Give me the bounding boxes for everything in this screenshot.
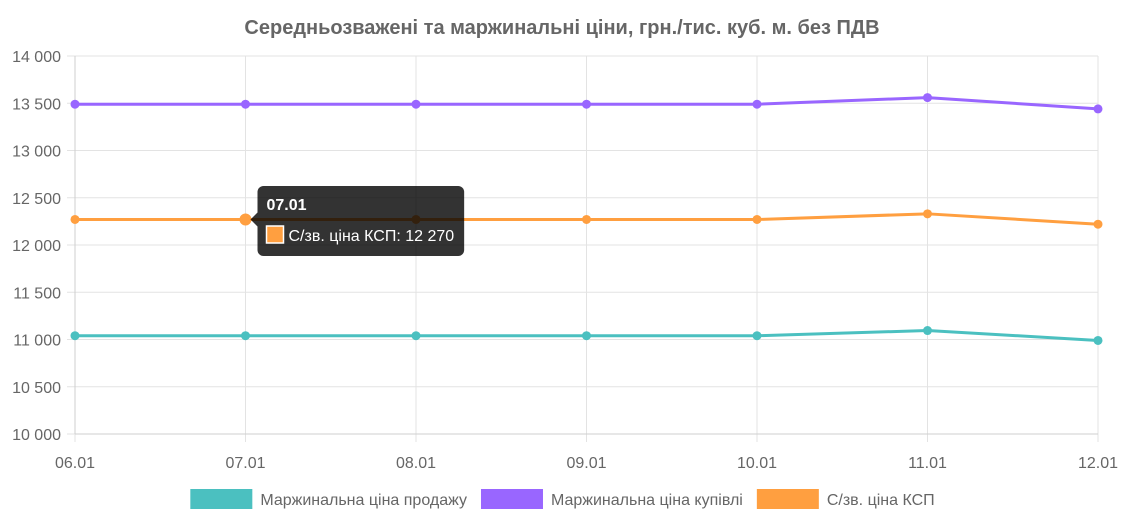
tooltip-swatch (265, 225, 285, 244)
data-point[interactable] (752, 214, 762, 224)
x-tick-label: 11.01 (908, 455, 947, 472)
data-point[interactable] (411, 99, 421, 109)
hovered-point[interactable] (239, 213, 252, 226)
data-point[interactable] (411, 331, 421, 341)
y-tick-label: 11 000 (13, 333, 61, 350)
data-point[interactable] (923, 93, 932, 103)
data-point[interactable] (582, 214, 591, 224)
legend-label: Маржинальна ціна купівлі (551, 492, 743, 509)
x-tick-label: 10.01 (737, 455, 777, 472)
y-axis: 10 000 10 500 11 000 11 500 12 000 12 500 13 0… (12, 49, 76, 444)
data-point[interactable] (1093, 104, 1103, 114)
data-point[interactable] (582, 331, 591, 341)
data-point[interactable] (1093, 219, 1103, 229)
tooltip-title: 07.01 (267, 197, 307, 214)
legend-item[interactable]: Маржинальна ціна купівлі (480, 489, 743, 509)
x-tick-label: 12.01 (1078, 455, 1118, 472)
legend-swatch (190, 489, 253, 509)
x-tick-label: 06.01 (55, 455, 95, 472)
series-1 (70, 93, 1103, 114)
x-tick-label: 09.01 (566, 455, 606, 472)
data-point[interactable] (1093, 335, 1103, 345)
y-tick-label: 12 500 (12, 191, 61, 208)
tooltip-box (257, 186, 465, 256)
chart-title: Середньозважені та маржинальні ціни, грн… (244, 17, 879, 39)
legend: Маржинальна ціна продажу Маржинальна ціна… (190, 489, 935, 509)
data-point[interactable] (241, 99, 250, 109)
y-tick-label: 12 000 (12, 238, 61, 255)
tooltip-label: С/зв. ціна КСП: 12 270 (289, 228, 455, 245)
y-tick-label: 11 500 (13, 285, 61, 302)
grid-lines (67, 55, 1099, 442)
legend-swatch (756, 489, 819, 509)
data-point[interactable] (752, 331, 762, 341)
y-tick-label: 13 500 (12, 96, 61, 113)
y-tick-label: 14 000 (12, 49, 61, 66)
legend-item[interactable]: С/зв. ціна КСП (756, 489, 935, 509)
tooltip-caret (250, 212, 258, 227)
data-point[interactable] (70, 214, 80, 224)
legend-label: С/зв. ціна КСП (827, 492, 935, 509)
x-axis: 06.01 07.01 08.01 09.01 10.01 11.01 12.01 (55, 433, 1118, 472)
legend-label: Маржинальна ціна продажу (260, 492, 467, 509)
data-point[interactable] (241, 331, 250, 341)
series-0 (70, 326, 1103, 345)
y-tick-label: 10 500 (12, 380, 61, 397)
x-tick-label: 07.01 (225, 455, 265, 472)
data-point[interactable] (70, 99, 80, 109)
data-point[interactable] (70, 331, 80, 341)
data-point[interactable] (923, 326, 932, 336)
data-point[interactable] (752, 99, 762, 109)
data-point[interactable] (582, 99, 591, 109)
legend-item[interactable]: Маржинальна ціна продажу (190, 489, 467, 509)
y-tick-label: 10 000 (12, 427, 61, 444)
data-point[interactable] (923, 209, 932, 219)
legend-swatch (480, 489, 543, 509)
x-tick-label: 08.01 (396, 455, 436, 472)
tooltip: 07.01 С/зв. ціна КСП: 12 270 (250, 186, 465, 256)
y-tick-label: 13 000 (12, 144, 61, 161)
